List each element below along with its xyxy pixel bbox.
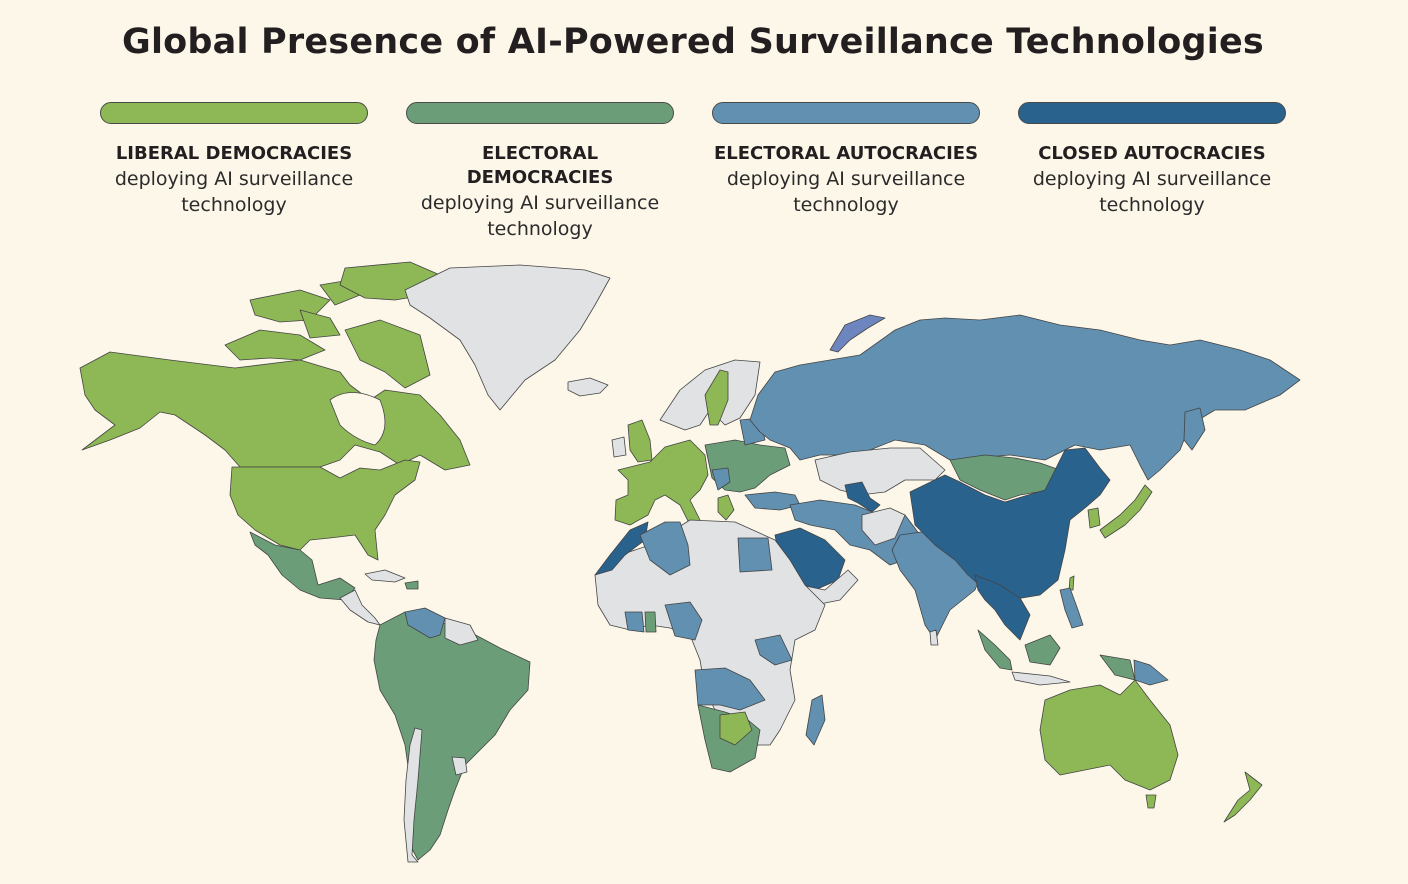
country-cuba: [364, 569, 406, 583]
legend-swatch-closed-autocracy: [1018, 102, 1286, 124]
country-java: [1011, 671, 1071, 686]
country-algeria: [639, 521, 691, 576]
country-tasmania: [1145, 794, 1157, 809]
legend-heading: ELECTORAL AUTOCRACIES: [713, 143, 979, 164]
country-kazakhstan: [814, 447, 946, 496]
country-taiwan: [1068, 575, 1075, 591]
legend-heading: CLOSED AUTOCRACIES: [1038, 143, 1266, 164]
world-map: [0, 240, 1408, 880]
country-papua-new-guinea: [1133, 659, 1169, 686]
legend-caption: deploying AI surveillance: [420, 192, 660, 214]
legend-caption: technology: [181, 194, 287, 216]
country-china: [909, 447, 1111, 601]
legend: LIBERAL DEMOCRACIES deploying AI surveil…: [100, 102, 1290, 240]
country-new-zealand: [1223, 771, 1263, 823]
country-sweden: [704, 369, 729, 426]
country-west-papua: [1099, 654, 1136, 681]
map-title: Global Presence of AI-Powered Surveillan…: [122, 22, 1264, 62]
hudson-bay: [329, 392, 386, 446]
country-botswana: [719, 711, 753, 746]
legend-swatch-liberal: [100, 102, 368, 124]
country-egypt: [737, 537, 773, 573]
legend-item-electoral-autocracies: ELECTORAL AUTOCRACIES deploying AI surve…: [712, 102, 980, 218]
country-colombia-brazil-etc: [373, 611, 531, 861]
country-russia: [749, 314, 1301, 481]
country-guyana-suriname: [444, 617, 479, 646]
southeast-asia-closed: [974, 574, 1031, 641]
country-hungary-serbia: [711, 467, 731, 491]
country-united-states: [229, 459, 421, 561]
country-uzbekistan: [844, 481, 881, 513]
central-america: [339, 589, 381, 626]
region-europe: [611, 359, 791, 541]
legend-caption: deploying AI surveillance: [1032, 168, 1272, 190]
country-ghana: [644, 611, 657, 633]
country-korea-south: [1087, 507, 1101, 529]
country-indonesia-sumatra: [977, 629, 1013, 671]
legend-swatch-electoral-democracy: [406, 102, 674, 124]
country-sri-lanka: [929, 629, 939, 646]
country-uk: [627, 419, 653, 463]
legend-swatch-electoral-autocracy: [712, 102, 980, 124]
country-greenland: [404, 264, 611, 411]
legend-caption: technology: [793, 194, 899, 216]
country-iceland: [567, 377, 609, 397]
country-philippines: [1059, 587, 1084, 629]
legend-item-electoral-democracies: ELECTORAL DEMOCRACIES deploying AI surve…: [406, 102, 674, 242]
country-cote-divoire: [624, 611, 645, 633]
country-greece: [717, 494, 735, 521]
country-angola-zambia: [694, 667, 766, 711]
novaya-zemlya: [829, 314, 886, 353]
country-morocco-western-sahara: [594, 521, 649, 576]
country-venezuela: [404, 607, 446, 639]
country-chile: [403, 727, 423, 863]
legend-caption: technology: [487, 218, 593, 240]
country-japan: [1099, 484, 1153, 539]
legend-heading: LIBERAL DEMOCRACIES: [115, 143, 353, 164]
country-uruguay: [451, 756, 468, 776]
country-kenya-uganda: [754, 634, 793, 666]
country-australia: [1039, 679, 1179, 791]
country-madagascar: [805, 694, 826, 746]
country-ireland: [611, 436, 627, 458]
kamchatka: [1183, 407, 1206, 451]
region-south-america: [373, 607, 531, 863]
legend-item-liberal-democracies: LIBERAL DEMOCRACIES deploying AI surveil…: [100, 102, 368, 218]
country-afghanistan: [861, 507, 906, 546]
legend-heading: ELECTORAL DEMOCRACIES: [466, 143, 614, 188]
region-africa: [594, 519, 826, 773]
legend-caption: deploying AI surveillance: [726, 168, 966, 190]
country-dominican-republic: [404, 580, 419, 590]
legend-caption: deploying AI surveillance: [114, 168, 354, 190]
legend-item-closed-autocracies: CLOSED AUTOCRACIES deploying AI surveill…: [1018, 102, 1286, 218]
legend-caption: technology: [1099, 194, 1205, 216]
country-nigeria: [664, 601, 703, 641]
country-borneo: [1024, 634, 1061, 666]
